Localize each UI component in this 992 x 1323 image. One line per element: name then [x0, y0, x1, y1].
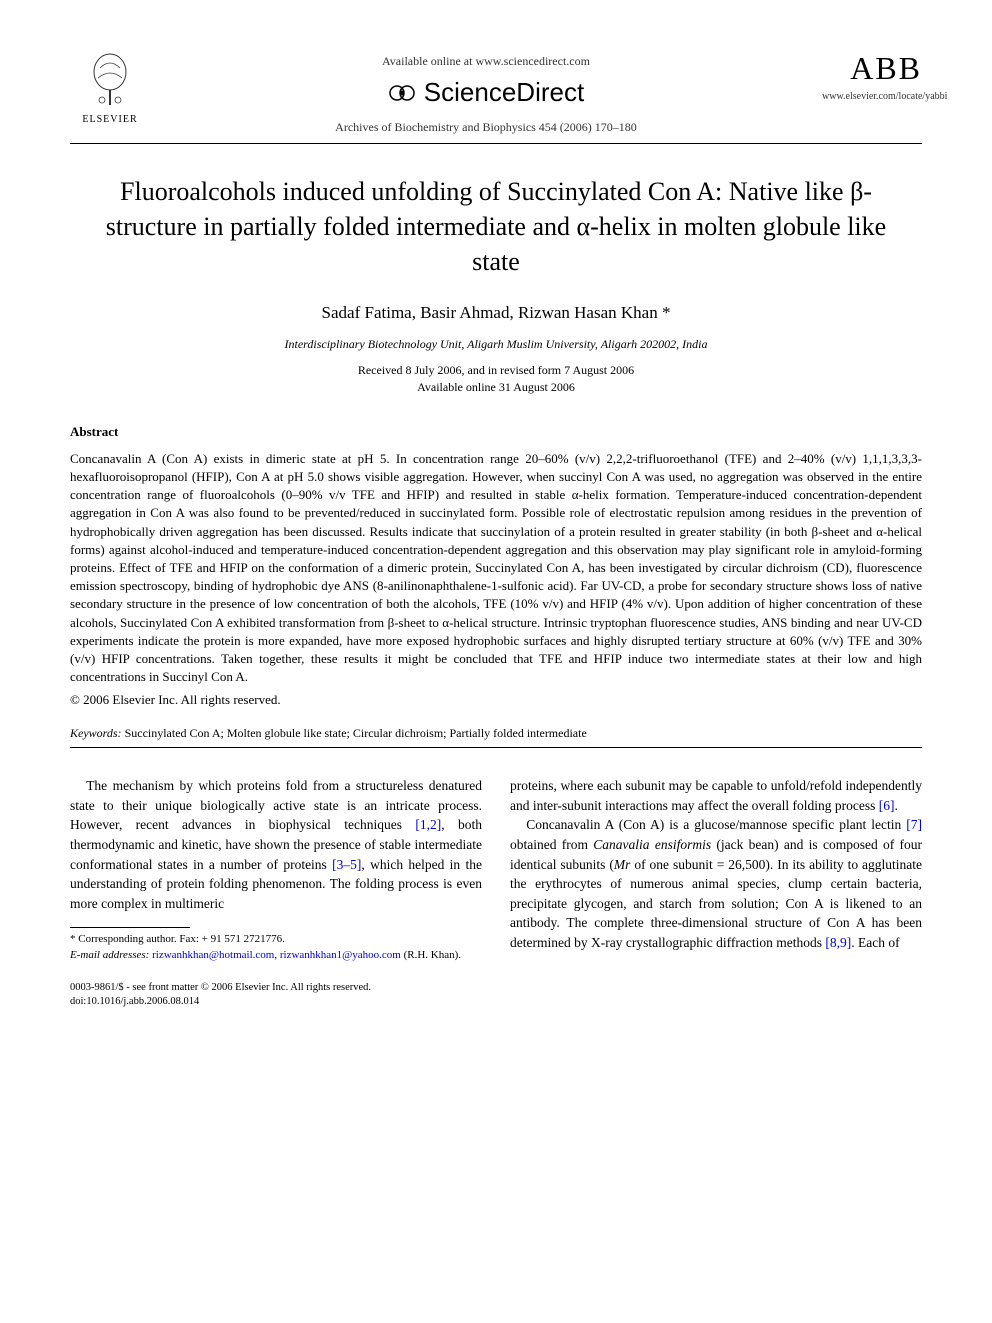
sciencedirect-icon — [388, 79, 416, 107]
ref-link[interactable]: [6] — [879, 798, 895, 813]
abb-text: ABB — [822, 50, 922, 87]
elsevier-label: ELSEVIER — [70, 114, 150, 125]
column-right: proteins, where each subunit may be capa… — [510, 776, 922, 1008]
email-link[interactable]: rizwanhkhan1@yahoo.com — [280, 949, 401, 961]
ref-link[interactable]: [1,2] — [415, 817, 441, 832]
keywords-divider — [70, 747, 922, 748]
affiliation: Interdisciplinary Biotechnology Unit, Al… — [70, 337, 922, 352]
keywords-line: Keywords: Succinylated Con A; Molten glo… — [70, 726, 922, 741]
elsevier-tree-icon — [80, 50, 140, 110]
header-divider — [70, 143, 922, 144]
body-paragraph: proteins, where each subunit may be capa… — [510, 776, 922, 815]
available-online-text: Available online at www.sciencedirect.co… — [150, 54, 822, 69]
ref-link[interactable]: [7] — [906, 817, 922, 832]
abstract-body: Concanavalin A (Con A) exists in dimeric… — [70, 450, 922, 686]
email-line: E-mail addresses: rizwanhkhan@hotmail.co… — [70, 948, 482, 963]
abstract-copyright: © 2006 Elsevier Inc. All rights reserved… — [70, 692, 922, 708]
footnote-rule — [70, 927, 190, 928]
body-paragraph: The mechanism by which proteins fold fro… — [70, 776, 482, 913]
journal-url: www.elsevier.com/locate/yabbi — [822, 91, 922, 102]
ref-link[interactable]: [3–5] — [332, 857, 361, 872]
journal-citation: Archives of Biochemistry and Biophysics … — [150, 120, 822, 135]
publication-dates: Received 8 July 2006, and in revised for… — [70, 362, 922, 396]
ref-link[interactable]: [8,9] — [825, 935, 851, 950]
authors: Sadaf Fatima, Basir Ahmad, Rizwan Hasan … — [70, 303, 922, 323]
corresponding-author: * Corresponding author. Fax: + 91 571 27… — [70, 932, 482, 947]
abstract-heading: Abstract — [70, 424, 922, 440]
body-paragraph: Concanavalin A (Con A) is a glucose/mann… — [510, 815, 922, 952]
body-columns: The mechanism by which proteins fold fro… — [70, 776, 922, 1008]
sciencedirect-brand: ScienceDirect — [150, 77, 822, 108]
email-label: E-mail addresses: — [70, 949, 149, 961]
online-date: Available online 31 August 2006 — [70, 379, 922, 396]
elsevier-logo: ELSEVIER — [70, 50, 150, 125]
doi-line: doi:10.1016/j.abb.2006.08.014 — [70, 995, 482, 1009]
keywords-text: Succinylated Con A; Molten globule like … — [122, 726, 587, 740]
center-header: Available online at www.sciencedirect.co… — [150, 50, 822, 135]
species-name: Canavalia ensiformis — [593, 837, 711, 852]
email-link[interactable]: rizwanhkhan@hotmail.com — [152, 949, 274, 961]
page-header: ELSEVIER Available online at www.science… — [70, 50, 922, 135]
article-title: Fluoroalcohols induced unfolding of Succ… — [90, 174, 902, 279]
journal-logo: ABB www.elsevier.com/locate/yabbi — [822, 50, 922, 102]
column-left: The mechanism by which proteins fold fro… — [70, 776, 482, 1008]
received-date: Received 8 July 2006, and in revised for… — [70, 362, 922, 379]
keywords-label: Keywords: — [70, 726, 122, 740]
footnotes: * Corresponding author. Fax: + 91 571 27… — [70, 932, 482, 963]
bottom-info: 0003-9861/$ - see front matter © 2006 El… — [70, 981, 482, 1008]
sciencedirect-text: ScienceDirect — [424, 77, 584, 108]
front-matter-line: 0003-9861/$ - see front matter © 2006 El… — [70, 981, 482, 995]
